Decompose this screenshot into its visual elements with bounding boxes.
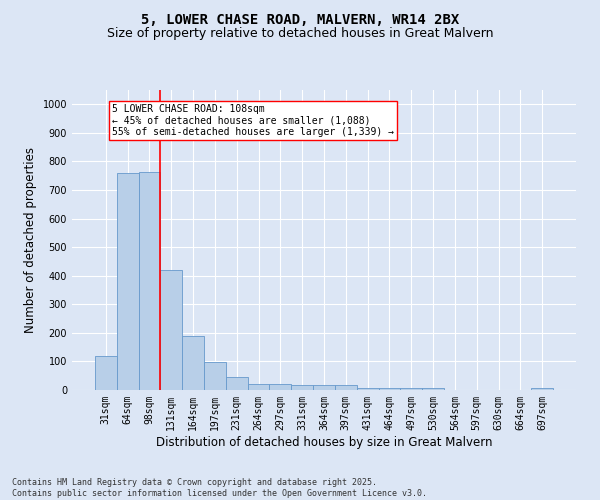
Bar [400, 388, 422, 390]
Bar [422, 388, 444, 390]
Y-axis label: Number of detached properties: Number of detached properties [24, 147, 37, 333]
Text: Contains HM Land Registry data © Crown copyright and database right 2025.
Contai: Contains HM Land Registry data © Crown c… [12, 478, 427, 498]
Bar [182, 336, 204, 390]
Bar [139, 172, 160, 390]
Bar [226, 376, 248, 390]
Bar [204, 362, 226, 390]
Bar [335, 385, 357, 390]
Bar [160, 270, 182, 390]
X-axis label: Distribution of detached houses by size in Great Malvern: Distribution of detached houses by size … [156, 436, 492, 448]
Bar [313, 385, 335, 390]
Bar [531, 388, 553, 390]
Text: 5, LOWER CHASE ROAD, MALVERN, WR14 2BX: 5, LOWER CHASE ROAD, MALVERN, WR14 2BX [141, 12, 459, 26]
Bar [117, 173, 139, 390]
Bar [95, 356, 117, 390]
Bar [379, 388, 400, 390]
Bar [269, 384, 291, 390]
Bar [291, 385, 313, 390]
Bar [248, 384, 269, 390]
Bar [357, 388, 379, 390]
Text: Size of property relative to detached houses in Great Malvern: Size of property relative to detached ho… [107, 28, 493, 40]
Text: 5 LOWER CHASE ROAD: 108sqm
← 45% of detached houses are smaller (1,088)
55% of s: 5 LOWER CHASE ROAD: 108sqm ← 45% of deta… [112, 104, 394, 138]
